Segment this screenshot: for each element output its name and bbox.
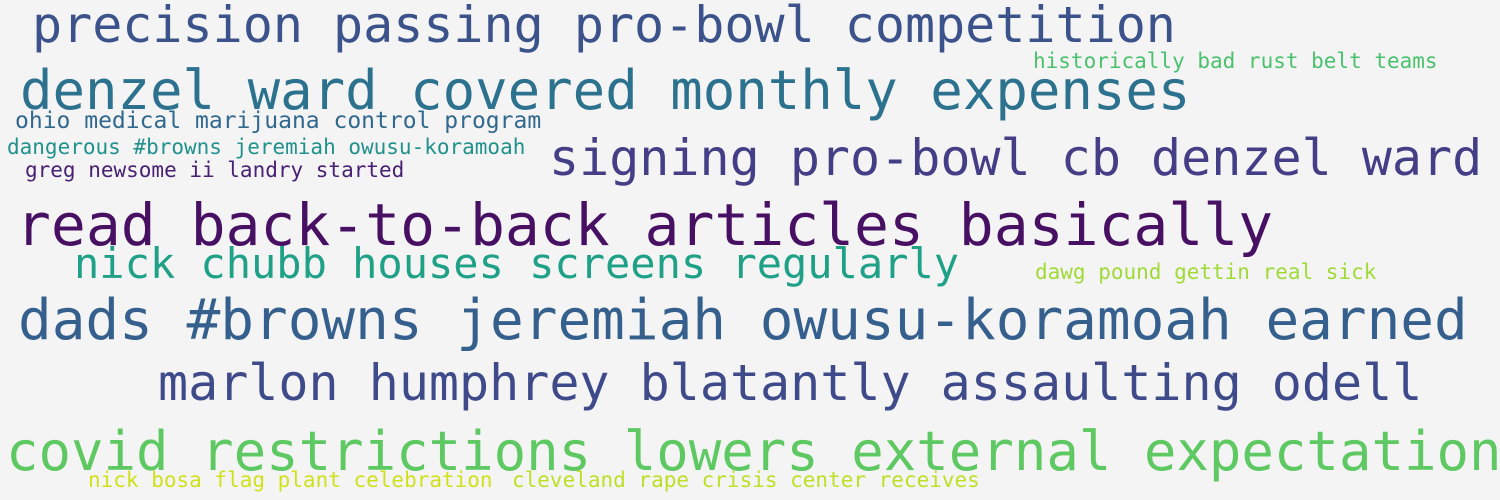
cloud-phrase-9: nick chubb houses screens regularly bbox=[74, 239, 960, 288]
cloud-phrase-10: dawg pound gettin real sick bbox=[1035, 260, 1377, 284]
cloud-phrase-13: covid restrictions lowers external expec… bbox=[6, 420, 1500, 483]
cloud-phrase-11: dads #browns jeremiah owusu-koramoah ear… bbox=[18, 288, 1468, 353]
cloud-phrase-6: signing pro-bowl cb denzel ward bbox=[549, 129, 1483, 187]
cloud-phrase-15: cleveland rape crisis center receives bbox=[512, 468, 980, 492]
cloud-phrase-14: nick bosa flag plant celebration bbox=[88, 468, 493, 492]
cloud-phrase-2: historically bad rust belt teams bbox=[1033, 49, 1438, 73]
cloud-phrase-12: marlon humphrey blatantly assaulting ode… bbox=[158, 354, 1423, 412]
cloud-phrase-1: precision passing pro-bowl competition bbox=[32, 0, 1176, 54]
cloud-phrase-4: ohio medical marijuana control program bbox=[15, 108, 542, 134]
cloud-phrase-3: denzel ward covered monthly expenses bbox=[20, 59, 1191, 122]
cloud-phrase-7: greg newsome ii landry started bbox=[25, 158, 405, 182]
cloud-phrase-8: read back-to-back articles basically bbox=[16, 191, 1274, 259]
cloud-phrase-5: dangerous #browns jeremiah owusu-koramoa… bbox=[7, 135, 526, 159]
